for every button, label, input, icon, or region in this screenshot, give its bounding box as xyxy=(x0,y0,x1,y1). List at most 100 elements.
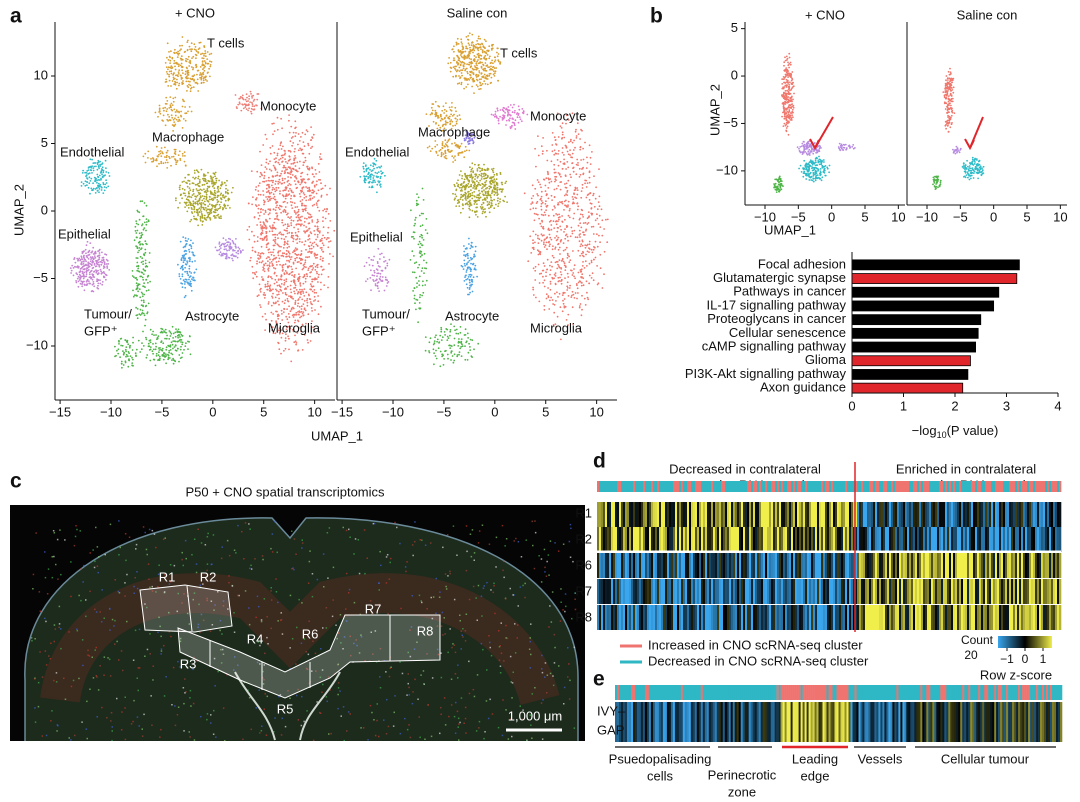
cell-dot xyxy=(147,289,150,291)
cell-dot xyxy=(180,333,183,336)
cell-dot xyxy=(213,189,216,192)
cell-dot xyxy=(478,78,481,81)
cell-dot xyxy=(563,306,566,309)
cell-dot xyxy=(177,73,180,75)
cell-dot xyxy=(484,62,487,64)
cell-dot xyxy=(273,130,276,133)
cell-dot xyxy=(478,56,480,59)
cell-dot xyxy=(568,261,571,263)
cell-dot xyxy=(379,177,382,180)
cell-dot xyxy=(208,180,211,183)
cell-dot xyxy=(263,175,266,177)
cell-dot xyxy=(554,323,557,325)
cell-dot xyxy=(489,82,492,84)
cell-dot xyxy=(279,286,282,288)
cell-dot xyxy=(257,217,260,220)
cell-dot xyxy=(304,208,306,211)
cell-dot xyxy=(299,183,302,186)
cell-dot xyxy=(540,195,543,198)
cell-dot xyxy=(182,72,184,74)
cell-dot xyxy=(464,150,466,153)
cell-dot xyxy=(294,249,296,251)
cell-dot xyxy=(96,189,99,192)
cell-dot xyxy=(288,305,290,308)
cell-dot xyxy=(309,241,312,244)
cell-dot xyxy=(144,286,146,288)
cell-dot xyxy=(177,120,180,123)
cell-dot xyxy=(489,194,492,197)
cell-dot xyxy=(275,202,277,205)
cell-dot xyxy=(297,349,299,352)
cell-dot xyxy=(72,274,75,277)
axis-title: UMAP_2 xyxy=(11,184,26,236)
cell-dot xyxy=(80,261,83,263)
cell-dot xyxy=(320,188,323,191)
cell-dot xyxy=(445,144,448,147)
cell-dot xyxy=(195,268,198,271)
cell-dot xyxy=(184,239,187,242)
cell-dot xyxy=(468,32,471,35)
cell-dot xyxy=(145,356,148,359)
cell-dot xyxy=(457,43,460,45)
cell-dot xyxy=(288,252,291,255)
cell-dot xyxy=(189,189,192,192)
cell-dot xyxy=(97,250,99,253)
cell-dot xyxy=(272,288,274,291)
cell-dot xyxy=(323,236,326,239)
cell-dot xyxy=(586,291,588,294)
cell-dot xyxy=(578,305,581,307)
cell-dot xyxy=(586,250,589,253)
cell-dot xyxy=(367,171,370,174)
cell-dot xyxy=(470,173,473,176)
cell-dot xyxy=(98,252,101,254)
cell-dot xyxy=(600,208,603,211)
cell-dot xyxy=(281,300,284,303)
cell-dot xyxy=(174,150,177,153)
cell-dot xyxy=(261,252,263,254)
cell-dot xyxy=(281,182,284,185)
cell-dot xyxy=(201,73,204,75)
cell-dot xyxy=(290,163,293,165)
cell-dot xyxy=(147,274,150,277)
cell-dot xyxy=(193,211,196,213)
cell-dot xyxy=(305,226,308,228)
cell-dot xyxy=(204,180,207,183)
cell-dot xyxy=(265,161,268,164)
cell-dot xyxy=(260,226,263,229)
cell-dot xyxy=(489,206,492,209)
cell-dot xyxy=(311,285,314,288)
cell-dot xyxy=(189,80,191,83)
cell-dot xyxy=(290,222,292,224)
cell-dot xyxy=(435,112,438,115)
cell-dot xyxy=(287,313,290,315)
cell-dot xyxy=(80,185,83,187)
cell-dot xyxy=(230,246,233,249)
cell-dot xyxy=(578,176,581,178)
cell-dot xyxy=(256,170,259,173)
cell-dot xyxy=(441,125,444,127)
cell-dot xyxy=(142,268,145,271)
cell-dot xyxy=(100,186,103,189)
cell-dot xyxy=(147,219,150,222)
cell-dot xyxy=(284,263,287,266)
cell-dot xyxy=(270,319,273,322)
cell-dot xyxy=(575,135,578,137)
cell-dot xyxy=(294,148,296,150)
cell-dot xyxy=(300,148,303,151)
cell-dot xyxy=(283,279,286,282)
cell-dot xyxy=(182,279,185,281)
cell-dot xyxy=(564,248,567,251)
cell-dot xyxy=(246,104,248,107)
cell-dot xyxy=(218,243,221,245)
cell-dot xyxy=(439,148,442,151)
cell-dot xyxy=(172,118,175,121)
cell-dot xyxy=(598,195,601,198)
cell-dot xyxy=(179,49,181,52)
cell-dot xyxy=(313,328,316,331)
cell-dot xyxy=(316,229,319,232)
cell-dot xyxy=(102,256,105,259)
cell-dot xyxy=(268,217,271,220)
cell-dot xyxy=(457,152,460,155)
cell-dot xyxy=(74,261,77,264)
cell-dot xyxy=(447,148,450,151)
